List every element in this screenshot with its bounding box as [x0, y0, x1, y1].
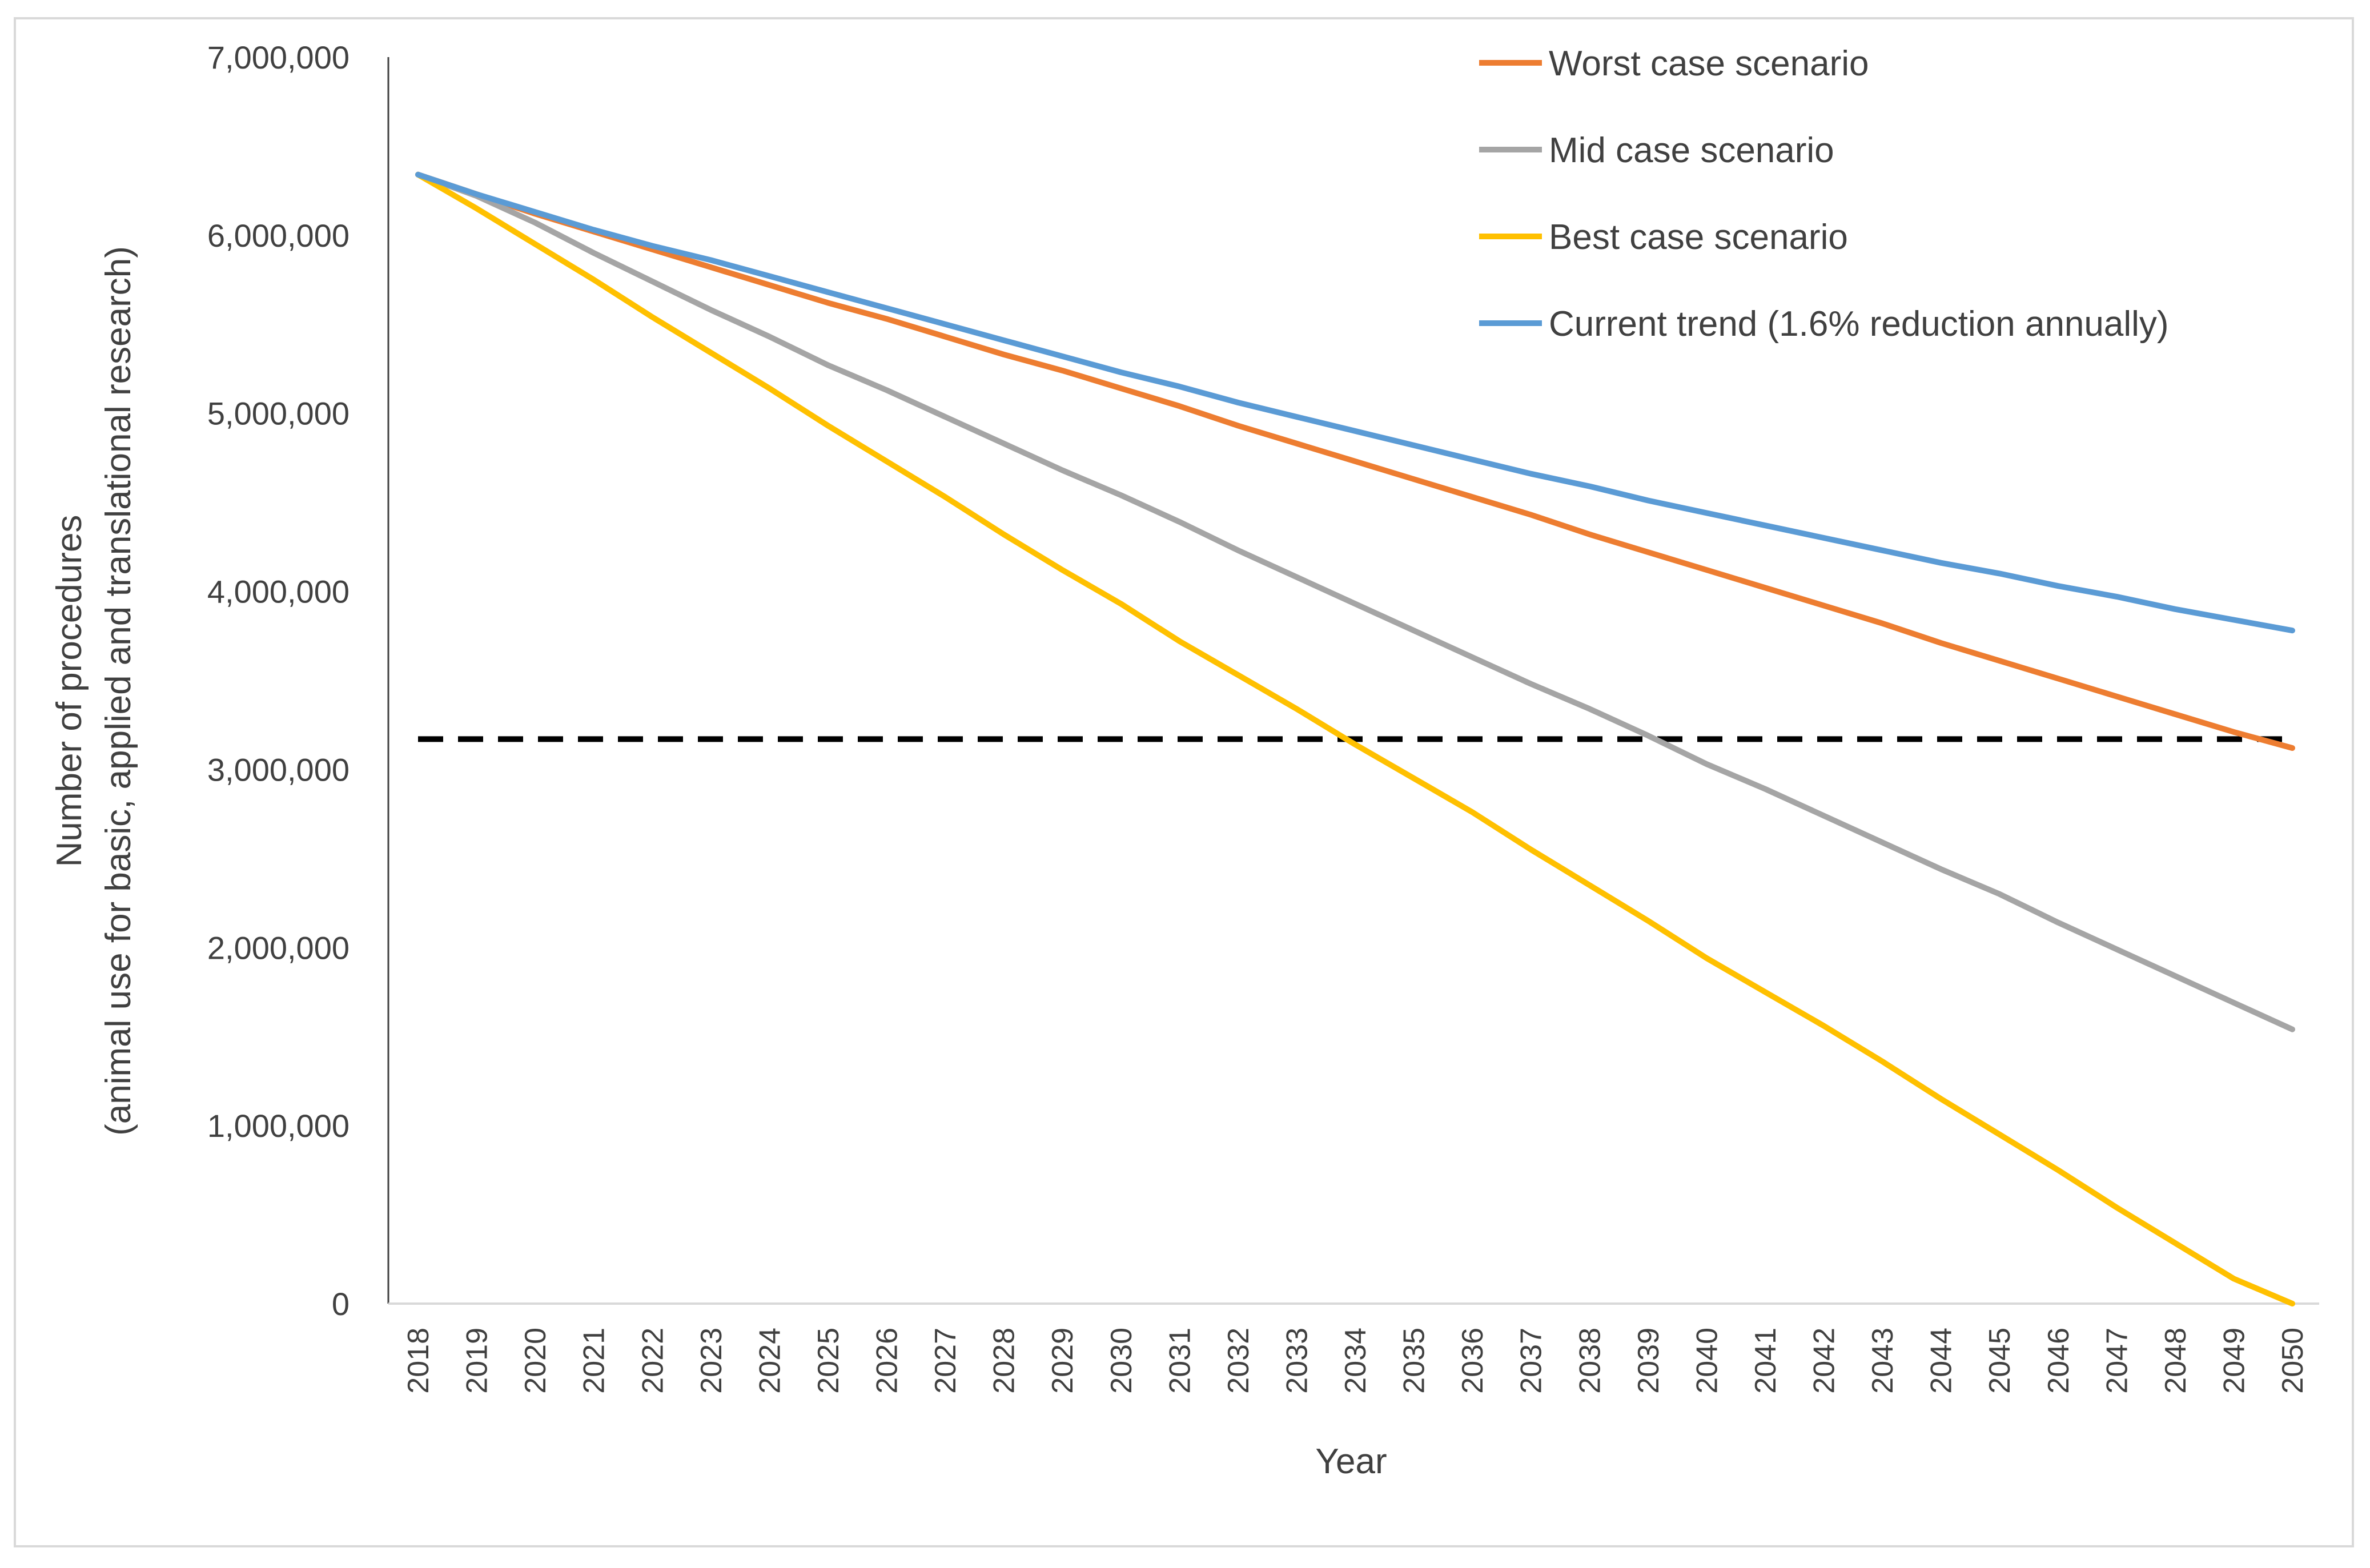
x-tick-label: 2050 [2276, 1328, 2309, 1394]
series-line-current-trend-1-6-reduction-annually [415, 171, 2295, 634]
x-tick-label: 2048 [2159, 1328, 2192, 1394]
x-tick-label: 2034 [1339, 1328, 1372, 1394]
x-tick-label: 2037 [1515, 1328, 1548, 1394]
x-tick-label: 2030 [1105, 1328, 1138, 1394]
x-tick-label: 2020 [519, 1328, 552, 1394]
x-tick-label: 2035 [1398, 1328, 1431, 1394]
y-tick-label: 1,000,000 [207, 1108, 350, 1144]
x-tick-label: 2041 [1749, 1328, 1782, 1394]
y-tick-label: 7,000,000 [207, 39, 350, 75]
x-tick-label: 2024 [753, 1328, 786, 1394]
chart-frame [14, 17, 2354, 1547]
legend-label: Mid case scenario [1549, 131, 1834, 170]
x-tick-label: 2018 [402, 1328, 435, 1394]
x-tick-label: 2033 [1280, 1328, 1313, 1394]
y-axis-title-line1: Number of procedures [50, 515, 89, 867]
x-tick-label: 2036 [1456, 1328, 1489, 1394]
series-line-worst-case-scenario [415, 171, 2295, 751]
series-group [415, 171, 2295, 1306]
x-tick-labels: 2018 2019 2020 2021 2022 2023 2024 2025 2026 2027… [402, 1328, 2309, 1394]
x-tick-label: 2026 [871, 1328, 904, 1394]
x-tick-label: 2044 [1925, 1328, 1958, 1394]
x-tick-label: 2021 [578, 1328, 611, 1394]
x-tick-label: 2043 [1866, 1328, 1899, 1394]
x-tick-label: 2027 [929, 1328, 962, 1394]
legend-label: Worst case scenario [1549, 44, 1869, 83]
x-tick-label: 2029 [1046, 1328, 1079, 1394]
x-tick-label: 2031 [1163, 1328, 1196, 1394]
y-tick-labels: 0 1,000,000 2,000,000 3,000,000 4,000,000 5,0… [207, 39, 350, 1322]
x-tick-label: 2039 [1632, 1328, 1665, 1394]
y-tick-label: 3,000,000 [207, 751, 350, 787]
y-tick-label: 0 [332, 1286, 350, 1322]
x-tick-label: 2023 [695, 1328, 728, 1394]
x-tick-label: 2046 [2042, 1328, 2075, 1394]
x-tick-label: 2045 [1983, 1328, 2016, 1394]
y-tick-label: 4,000,000 [207, 574, 350, 610]
y-tick-label: 6,000,000 [207, 218, 350, 254]
series-line-best-case-scenario [415, 171, 2295, 1306]
x-tick-label: 2049 [2218, 1328, 2251, 1394]
x-tick-label: 2019 [461, 1328, 494, 1394]
x-tick-label: 2025 [812, 1328, 845, 1394]
y-tick-label: 5,000,000 [207, 396, 350, 432]
x-tick-label: 2028 [988, 1328, 1021, 1394]
x-tick-label: 2022 [636, 1328, 669, 1394]
y-tick-label: 2,000,000 [207, 930, 350, 966]
x-tick-label: 2042 [1808, 1328, 1841, 1394]
legend-label: Current trend (1.6% reduction annually) [1549, 304, 2169, 344]
legend: Worst case scenario Mid case scenario Best… [1479, 44, 2169, 344]
x-axis-title: Year [1315, 1442, 1387, 1481]
y-axis-title-line2: (animal use for basic, applied and trans… [99, 246, 138, 1136]
series-line-mid-case-scenario [415, 171, 2295, 1032]
x-tick-label: 2038 [1573, 1328, 1606, 1394]
x-tick-label: 2032 [1222, 1328, 1255, 1394]
legend-label: Best case scenario [1549, 218, 1848, 257]
x-tick-label: 2047 [2100, 1328, 2134, 1394]
x-tick-label: 2040 [1690, 1328, 1724, 1394]
